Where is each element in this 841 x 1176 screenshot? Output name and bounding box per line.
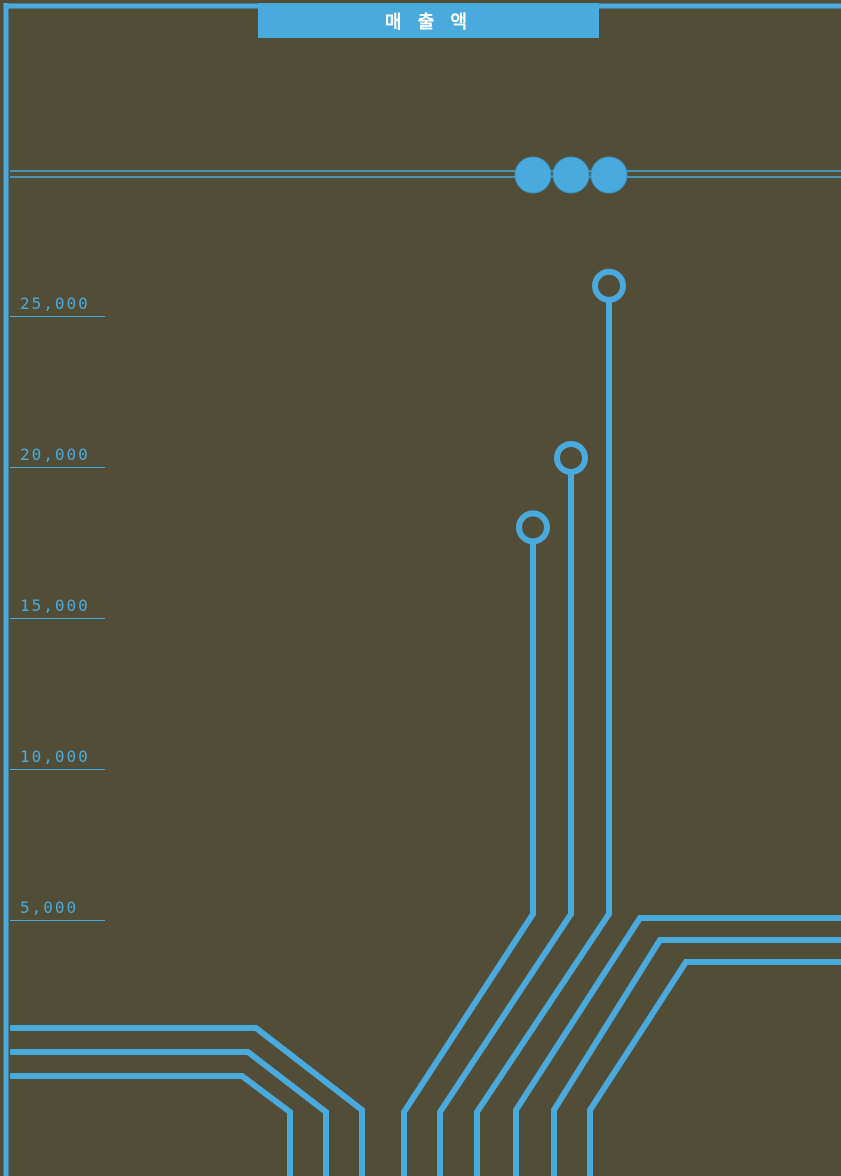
y-tick-label: 10,000 xyxy=(20,747,90,766)
series-dot-3 xyxy=(590,156,628,194)
bar-2-cap xyxy=(554,440,588,475)
bars-group xyxy=(401,268,626,1176)
y-tick-label: 25,000 xyxy=(20,294,90,313)
y-tick-line xyxy=(10,316,105,317)
bar-3 xyxy=(474,299,612,1176)
chart-frame xyxy=(3,3,841,1176)
series-dot-1 xyxy=(514,156,552,194)
y-tick-line xyxy=(10,618,105,619)
circuit-traces-left xyxy=(10,1025,365,1176)
y-tick-label: 20,000 xyxy=(20,445,90,464)
circuit-traces-right xyxy=(513,915,841,1176)
y-tick-label: 5,000 xyxy=(20,898,79,917)
bar-2 xyxy=(437,471,574,1176)
series-dots xyxy=(514,156,628,194)
bar-3-cap xyxy=(592,268,626,303)
series-dot-2 xyxy=(552,156,590,194)
y-tick-line xyxy=(10,769,105,770)
chart-title: 매 출 액 xyxy=(258,3,599,38)
y-tick-label: 15,000 xyxy=(20,596,90,615)
y-tick-line xyxy=(10,467,105,468)
y-tick-line xyxy=(10,920,105,921)
bar-1 xyxy=(401,541,536,1176)
bar-1-cap xyxy=(516,510,550,545)
